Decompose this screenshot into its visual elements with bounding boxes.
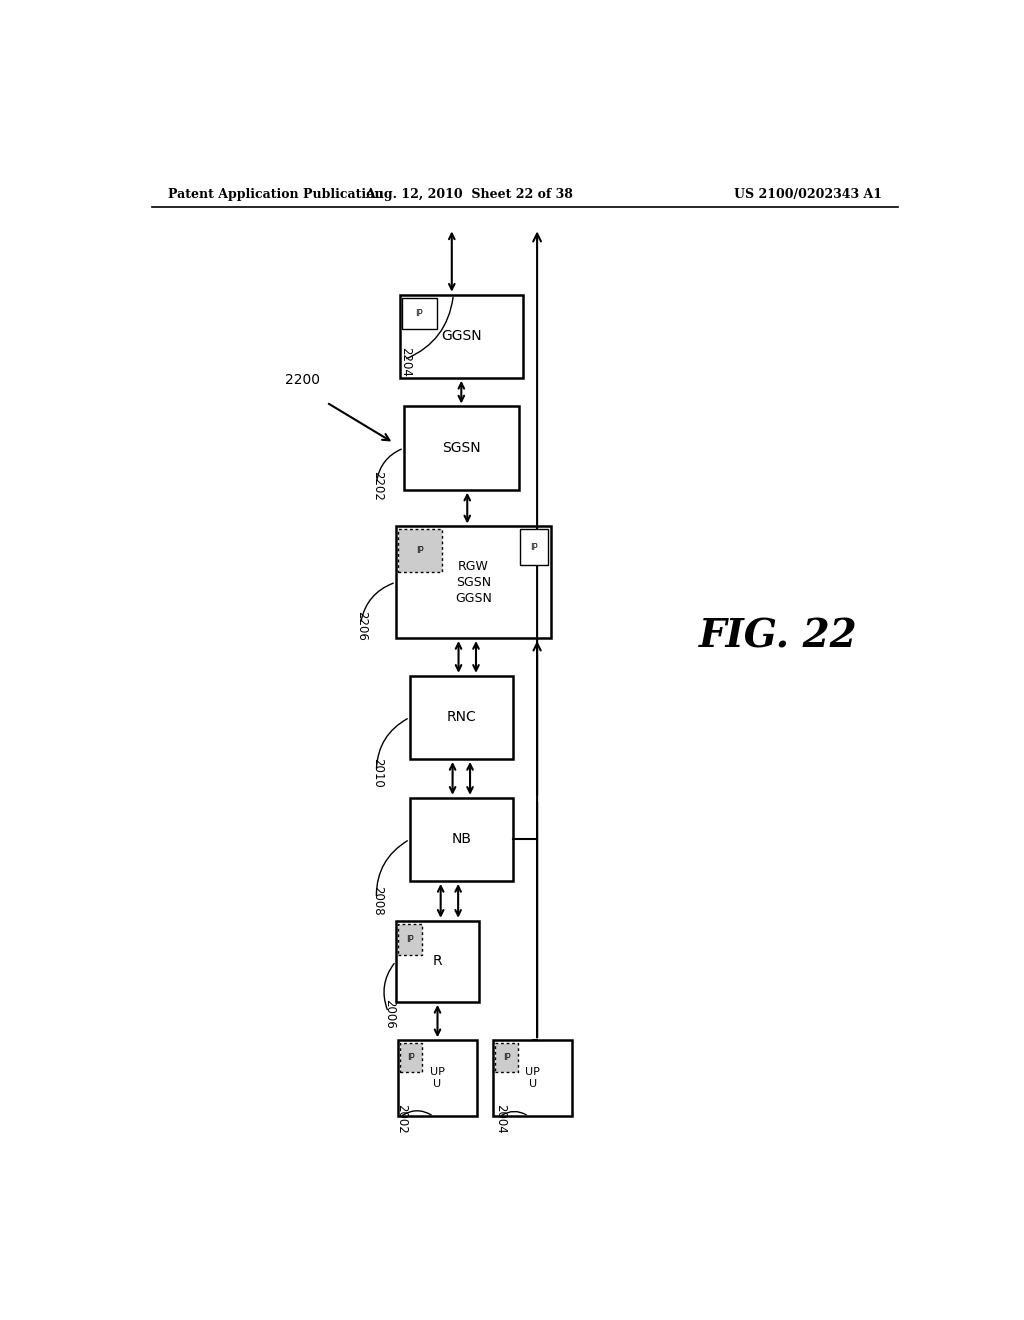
- Text: UP
U: UP U: [430, 1067, 445, 1089]
- FancyBboxPatch shape: [399, 294, 523, 378]
- FancyBboxPatch shape: [403, 407, 519, 490]
- Text: 2008: 2008: [372, 886, 384, 915]
- FancyBboxPatch shape: [520, 529, 548, 565]
- Text: IP: IP: [530, 543, 538, 552]
- Text: IP: IP: [408, 1053, 415, 1063]
- FancyBboxPatch shape: [398, 529, 441, 572]
- Text: 2004: 2004: [495, 1104, 508, 1134]
- FancyBboxPatch shape: [410, 797, 513, 880]
- Text: 2006: 2006: [383, 999, 396, 1030]
- Text: IP: IP: [416, 309, 423, 318]
- FancyBboxPatch shape: [496, 1043, 518, 1072]
- Text: 2010: 2010: [372, 759, 384, 788]
- Text: 2206: 2206: [355, 611, 369, 642]
- FancyBboxPatch shape: [396, 921, 479, 1002]
- FancyBboxPatch shape: [398, 924, 422, 954]
- Text: IP: IP: [407, 935, 414, 944]
- Text: SGSN: SGSN: [442, 441, 480, 455]
- Text: 2200: 2200: [285, 374, 321, 387]
- Text: US 2100/0202343 A1: US 2100/0202343 A1: [734, 189, 882, 202]
- Text: UP
U: UP U: [525, 1067, 541, 1089]
- Text: Patent Application Publication: Patent Application Publication: [168, 189, 383, 202]
- Text: 2002: 2002: [395, 1104, 409, 1134]
- FancyBboxPatch shape: [397, 1040, 477, 1117]
- FancyBboxPatch shape: [410, 676, 513, 759]
- Text: IP: IP: [416, 546, 424, 556]
- Text: GGSN: GGSN: [441, 329, 481, 343]
- Text: 2204: 2204: [399, 347, 413, 376]
- Text: RGW
SGSN
GGSN: RGW SGSN GGSN: [455, 560, 492, 605]
- FancyBboxPatch shape: [396, 527, 551, 638]
- Text: Aug. 12, 2010  Sheet 22 of 38: Aug. 12, 2010 Sheet 22 of 38: [366, 189, 573, 202]
- FancyBboxPatch shape: [402, 297, 436, 329]
- FancyBboxPatch shape: [494, 1040, 572, 1117]
- Text: FIG. 22: FIG. 22: [699, 618, 858, 655]
- Text: RNC: RNC: [446, 710, 476, 725]
- Text: 2202: 2202: [372, 471, 384, 500]
- Text: NB: NB: [452, 833, 471, 846]
- Text: R: R: [433, 954, 442, 969]
- Text: IP: IP: [503, 1053, 510, 1063]
- FancyBboxPatch shape: [400, 1043, 423, 1072]
